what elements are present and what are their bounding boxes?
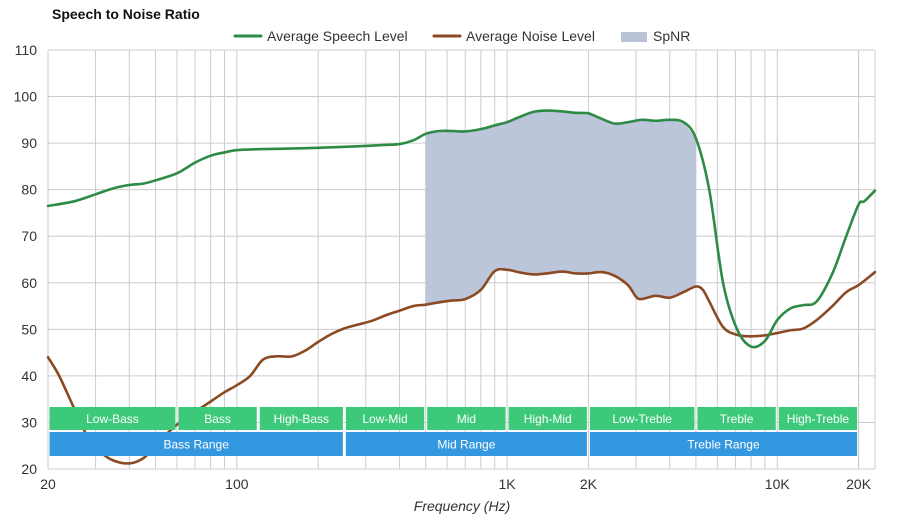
y-tick-label: 100 <box>14 89 38 105</box>
y-tick-label: 110 <box>15 42 38 58</box>
band-label-low-mid: Low-Mid <box>362 412 407 426</box>
y-tick-label: 40 <box>21 368 37 384</box>
series-line-average-speech-level <box>46 109 877 349</box>
chart-title: Speech to Noise Ratio <box>52 6 200 22</box>
y-tick-label: 90 <box>21 135 37 151</box>
band-low-treble <box>589 407 695 430</box>
band-low-bass <box>49 407 176 430</box>
y-tick-label: 20 <box>21 461 37 477</box>
band-label-bass: Bass <box>204 412 231 426</box>
band-low-mid <box>345 407 425 430</box>
y-tick-label: 50 <box>21 321 37 337</box>
x-tick-label: 100 <box>225 476 249 492</box>
range-label-treble-range: Treble Range <box>687 438 760 452</box>
x-tick-label: 1K <box>498 476 516 492</box>
y-tick-label: 80 <box>21 182 37 198</box>
band-label-mid: Mid <box>457 412 476 426</box>
spnr-area <box>425 110 696 305</box>
legend-label-average-speech-level: Average Speech Level <box>267 28 408 44</box>
band-high-mid <box>508 407 587 430</box>
x-tick-label: 10K <box>765 476 791 492</box>
range-label-mid-range: Mid Range <box>437 438 495 452</box>
band-label-treble: Treble <box>720 412 754 426</box>
range-bass-range <box>49 432 343 456</box>
legend-label-spnr: SpNR <box>653 28 690 44</box>
band-label-low-treble: Low-Treble <box>612 412 672 426</box>
band-treble <box>697 407 776 430</box>
legend-swatch-spnr <box>621 32 647 42</box>
legend-label-average-noise-level: Average Noise Level <box>466 28 595 44</box>
band-label-high-mid: High-Mid <box>524 412 572 426</box>
axis-ticks: 20 30 40 50 60 70 80 90 100 110 20 100 1K 2K 10K 20K <box>14 42 872 492</box>
x-axis-label: Frequency (Hz) <box>414 498 510 514</box>
x-tick-label: 20K <box>846 476 872 492</box>
band-label-high-treble: High-Treble <box>787 412 850 426</box>
x-tick-label: 20 <box>40 476 56 492</box>
legend: Average Speech Level Average Noise Level S… <box>233 28 690 44</box>
band-label-low-bass: Low-Bass <box>86 412 139 426</box>
band-label-high-bass: High-Bass <box>274 412 329 426</box>
y-tick-label: 60 <box>21 275 37 291</box>
frequency-bands: Low-Bass Bass High-Bass Low-Mid Mid High-Mid L… <box>49 407 858 456</box>
y-tick-label: 70 <box>21 228 37 244</box>
range-mid-range <box>345 432 587 456</box>
y-tick-label: 30 <box>21 414 37 430</box>
band-high-bass <box>259 407 343 430</box>
band-bass <box>178 407 257 430</box>
spnr-area-layer <box>425 110 696 305</box>
band-high-treble <box>778 407 858 430</box>
x-tick-label: 2K <box>580 476 598 492</box>
band-mid <box>427 407 506 430</box>
range-treble-range <box>589 432 858 456</box>
range-label-bass-range: Bass Range <box>164 438 230 452</box>
